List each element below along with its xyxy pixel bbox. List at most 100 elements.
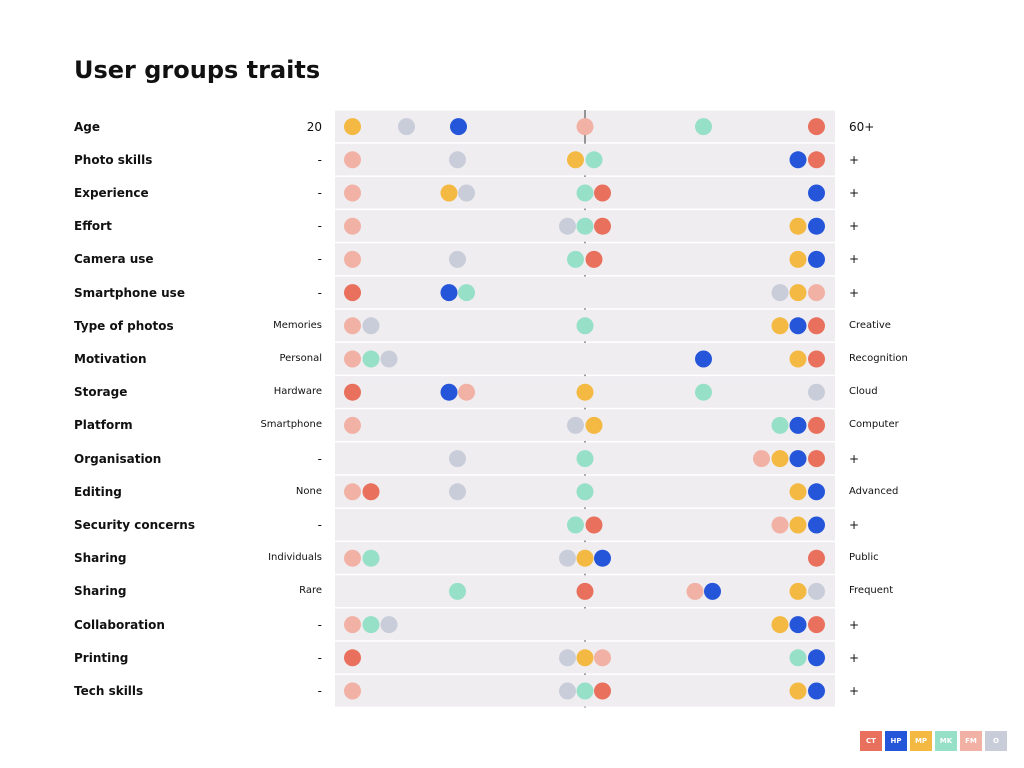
point-o — [380, 616, 398, 634]
scale-left-label: - — [317, 518, 322, 532]
scale-right-label: + — [849, 219, 860, 234]
point-fm — [458, 383, 475, 401]
legend-item-mp: MP — [910, 731, 932, 751]
scale-left-label: Rare — [299, 585, 322, 597]
trait-label: Sharing — [74, 584, 127, 599]
trait-label: Smartphone use — [74, 285, 185, 300]
point-hp — [594, 549, 611, 567]
point-mk — [695, 118, 712, 136]
row-band — [335, 608, 835, 641]
scale-right-label: + — [849, 684, 860, 698]
row-band — [335, 342, 835, 375]
row-band — [335, 276, 835, 309]
scale-left-label: - — [317, 219, 322, 234]
point-fm — [344, 317, 361, 335]
point-mp — [576, 383, 594, 401]
point-hp — [789, 450, 807, 468]
point-mk — [576, 317, 594, 335]
scale-right-label: + — [849, 252, 860, 267]
point-hp — [808, 250, 825, 268]
scale-left-label: - — [317, 451, 322, 466]
point-fm — [344, 217, 361, 235]
point-mp — [440, 184, 458, 202]
point-ct — [808, 350, 825, 368]
scale-right-label: Public — [849, 552, 879, 564]
trait-label: Effort — [74, 219, 112, 234]
point-ct — [808, 416, 825, 434]
row-band — [335, 143, 835, 176]
trait-label: Collaboration — [74, 617, 165, 632]
point-fm — [344, 483, 361, 501]
point-mk — [362, 549, 380, 567]
point-mk — [789, 649, 807, 667]
point-ct — [585, 250, 603, 268]
point-hp — [440, 383, 458, 401]
point-o — [559, 682, 576, 700]
point-ct — [344, 383, 361, 401]
trait-label: Sharing — [74, 551, 127, 566]
scale-right-label: Frequent — [849, 585, 894, 597]
scale-right-label: Creative — [849, 319, 891, 331]
point-hp — [808, 217, 825, 235]
scale-right-label: + — [849, 186, 860, 200]
trait-label: Editing — [74, 484, 122, 499]
scale-left-label: - — [317, 186, 322, 200]
point-mk — [567, 250, 584, 268]
point-mp — [789, 582, 807, 600]
point-o — [808, 582, 825, 600]
trait-label: Storage — [74, 385, 128, 400]
point-hp — [704, 582, 721, 600]
legend-item-ct: CT — [860, 731, 882, 751]
chart-title: User groups traits — [74, 56, 321, 84]
scale-left-label: - — [317, 252, 322, 267]
point-fm — [344, 151, 361, 169]
point-ct — [594, 682, 611, 700]
scale-left-label: Personal — [279, 353, 322, 364]
point-mp — [771, 317, 789, 335]
trait-label: Photo skills — [74, 152, 153, 167]
trait-label: Motivation — [74, 352, 147, 366]
point-mp — [789, 350, 807, 368]
trait-label: Organisation — [74, 451, 162, 466]
point-fm — [344, 416, 361, 434]
point-ct — [344, 649, 361, 667]
scale-right-label: + — [849, 617, 860, 632]
scale-left-label: - — [317, 285, 322, 300]
point-mp — [344, 118, 361, 136]
point-mp — [567, 151, 584, 169]
point-o — [458, 184, 475, 202]
point-hp — [808, 649, 825, 667]
point-fm — [808, 284, 825, 302]
point-o — [771, 284, 789, 302]
point-mk — [576, 450, 594, 468]
point-o — [362, 317, 380, 335]
scale-left-label: - — [317, 684, 322, 698]
scale-left-label: Memories — [273, 319, 322, 331]
point-hp — [808, 483, 825, 501]
point-ct — [808, 450, 825, 468]
point-fm — [344, 250, 361, 268]
point-fm — [753, 450, 770, 468]
point-mk — [576, 184, 594, 202]
point-mp — [771, 450, 789, 468]
point-ct — [585, 516, 603, 534]
trait-label: Age — [74, 119, 101, 134]
point-fm — [344, 350, 361, 368]
trait-label: Printing — [74, 650, 129, 665]
trait-label: Security concerns — [74, 518, 195, 532]
point-o — [398, 118, 415, 136]
point-fm — [344, 549, 361, 567]
scale-right-label: Advanced — [849, 485, 899, 497]
point-mk — [576, 682, 594, 700]
point-mk — [585, 151, 603, 169]
row-band — [335, 243, 835, 275]
point-o — [449, 151, 466, 169]
row-band — [335, 409, 835, 441]
point-hp — [789, 317, 807, 335]
point-ct — [362, 483, 380, 501]
legend-item-hp: HP — [885, 731, 907, 751]
point-mp — [789, 284, 807, 302]
legend-item-fm: FM — [960, 731, 982, 751]
point-fm — [344, 682, 361, 700]
row-band — [335, 508, 835, 541]
